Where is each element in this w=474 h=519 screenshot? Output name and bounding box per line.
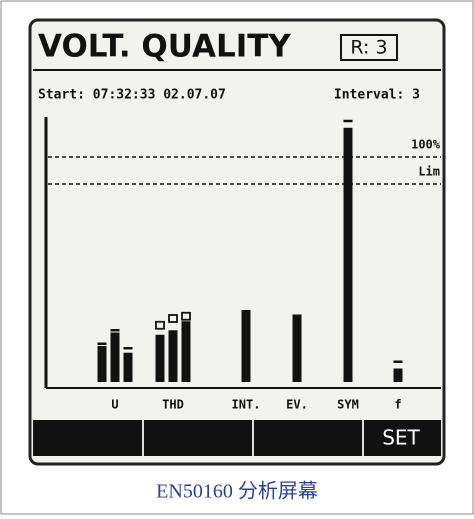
category-label: U [111, 398, 118, 412]
interval: Interval: 3 [334, 88, 420, 103]
bar [293, 315, 302, 383]
screenshot: VOLT. QUALITY R: 3 Start: 07:32:33 02.07… [0, 0, 474, 515]
category-label: f [394, 398, 401, 412]
softkey-bar [33, 420, 441, 456]
category-label: EV. [286, 398, 308, 412]
reference-label: Lim [418, 165, 440, 179]
softkey-set[interactable]: SET [382, 426, 420, 450]
category-label: INT. [232, 398, 261, 412]
bar [124, 353, 133, 382]
category-label: THD [162, 398, 184, 412]
range-label: R: 3 [350, 37, 387, 59]
caption: EN50160 分析屏幕 [156, 480, 318, 503]
bar [344, 128, 353, 382]
screen-title: VOLT. QUALITY [38, 29, 291, 65]
bar [111, 333, 120, 383]
category-label: SYM [337, 398, 359, 412]
reference-label: 100% [411, 138, 441, 152]
bar [242, 310, 251, 382]
bar [156, 335, 165, 382]
start-time: Start: 07:32:33 02.07.07 [38, 88, 226, 103]
bar [394, 369, 403, 383]
bar [169, 330, 178, 382]
bar [98, 346, 107, 382]
bar [182, 321, 191, 382]
